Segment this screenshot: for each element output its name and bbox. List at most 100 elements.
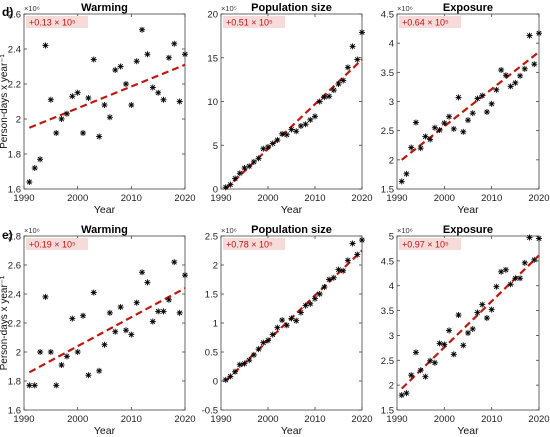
data-point xyxy=(122,327,129,334)
data-point xyxy=(101,341,108,348)
panel-e-population: -0.5 0 0.5 1 1.5 2 2.5 1990 2000 2010 2020 Populati… xyxy=(202,224,373,437)
data-point xyxy=(412,119,419,126)
data-point xyxy=(117,304,124,311)
data-point xyxy=(26,179,33,185)
data-point xyxy=(47,349,54,355)
data-point xyxy=(488,100,495,107)
data-point xyxy=(241,360,248,367)
axis-exponent: ×10⁶ xyxy=(221,226,237,235)
data-point xyxy=(340,77,347,84)
data-point xyxy=(465,117,471,124)
y-tick-label: 2.6 xyxy=(8,10,21,21)
x-axis-label: Year xyxy=(457,425,479,437)
data-point xyxy=(479,301,486,308)
data-point xyxy=(133,58,140,65)
x-axis-label: Year xyxy=(94,425,116,437)
data-point xyxy=(246,163,253,170)
x-tick-label: 1990 xyxy=(13,193,34,204)
data-point xyxy=(31,382,38,389)
data-point xyxy=(279,130,286,137)
data-point xyxy=(112,328,119,335)
data-point xyxy=(182,51,188,58)
data-point xyxy=(469,325,476,332)
data-point xyxy=(307,300,314,307)
data-point xyxy=(144,279,151,286)
data-point xyxy=(90,289,97,296)
data-point xyxy=(85,95,92,101)
y-tick-label: 3 xyxy=(389,97,394,108)
y-tick-label: 1.6 xyxy=(8,406,21,417)
y-tick-label: 2.5 xyxy=(205,232,218,243)
data-point xyxy=(403,390,410,397)
trend-annotation: +0.97 × 10⁵ xyxy=(402,240,449,250)
data-point xyxy=(171,40,178,47)
data-point xyxy=(26,382,33,389)
data-point xyxy=(37,349,44,355)
panel-e-exposure: 1.5 2 2.5 3 3.5 4 4.5 5 1990 2000 2010 2020 Exposure… xyxy=(381,224,550,437)
y-tick-label: 1.5 xyxy=(381,406,394,417)
x-tick-label: 2010 xyxy=(304,414,325,425)
data-point xyxy=(427,357,434,364)
data-point xyxy=(250,158,257,165)
data-point xyxy=(232,368,239,375)
data-point xyxy=(265,144,271,150)
trend-annotation: +0.51 × 10⁵ xyxy=(226,18,273,28)
y-tick-label: 0 xyxy=(213,377,218,388)
y-tick-label: 2.4 xyxy=(8,45,21,56)
data-point xyxy=(53,130,60,136)
data-point xyxy=(441,120,448,127)
x-axis-label: Year xyxy=(94,204,116,216)
annotation-box xyxy=(223,16,285,28)
axis-exponent: ×10⁵ xyxy=(221,4,237,13)
data-point xyxy=(302,121,309,128)
panel-title: Population size xyxy=(251,2,332,14)
data-point xyxy=(236,361,243,368)
data-point xyxy=(479,92,486,99)
data-point xyxy=(288,315,295,322)
data-point xyxy=(260,339,267,346)
panel-e-warming: 1.6 1.8 2 2.2 2.4 2.6 2.8 1990 2000 2010 2020 Warmi… xyxy=(0,224,196,437)
panel-d-population: 0 5 10 15 20 1990 2000 2010 2020 Population size ×… xyxy=(207,2,372,216)
data-point xyxy=(460,342,467,349)
data-point xyxy=(498,67,505,73)
y-tick-label: 3.5 xyxy=(381,68,394,79)
data-point xyxy=(330,87,337,94)
trend-line xyxy=(28,287,186,374)
data-point xyxy=(149,84,156,91)
data-point xyxy=(42,293,49,300)
data-point xyxy=(502,72,509,79)
data-point xyxy=(69,93,76,100)
data-point xyxy=(255,155,262,162)
data-point xyxy=(227,373,234,380)
data-point xyxy=(536,235,542,242)
trend-line xyxy=(224,249,363,382)
data-point xyxy=(265,337,271,344)
data-point xyxy=(250,351,257,358)
data-point xyxy=(112,67,119,73)
data-point xyxy=(165,296,172,303)
data-point xyxy=(160,308,167,315)
data-point xyxy=(63,353,70,360)
data-point xyxy=(80,312,87,319)
data-point xyxy=(450,125,457,132)
trend-line xyxy=(28,63,186,129)
data-point xyxy=(101,102,108,108)
y-tick-label: 4 xyxy=(389,39,394,50)
data-point xyxy=(165,54,172,61)
data-point xyxy=(58,362,65,369)
data-point xyxy=(446,327,453,334)
y-tick-label: 2.2 xyxy=(8,319,21,330)
data-point xyxy=(69,315,76,322)
x-tick-label: 1990 xyxy=(13,414,34,425)
data-point xyxy=(85,372,92,379)
data-point xyxy=(90,56,97,63)
x-tick-label: 2010 xyxy=(121,193,142,204)
y-tick-label: 1.8 xyxy=(8,150,21,161)
data-point xyxy=(340,267,347,274)
x-tick-label: 2010 xyxy=(304,193,325,204)
y-tick-label: 3 xyxy=(389,331,394,342)
panel-title: Exposure xyxy=(443,2,493,14)
data-point xyxy=(431,359,438,366)
row-label-e: e) xyxy=(2,228,13,242)
data-point xyxy=(431,124,438,131)
